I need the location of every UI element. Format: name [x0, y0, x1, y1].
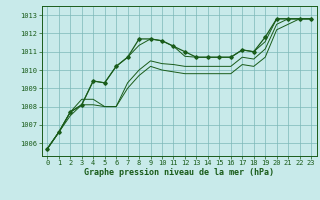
X-axis label: Graphe pression niveau de la mer (hPa): Graphe pression niveau de la mer (hPa) — [84, 168, 274, 177]
